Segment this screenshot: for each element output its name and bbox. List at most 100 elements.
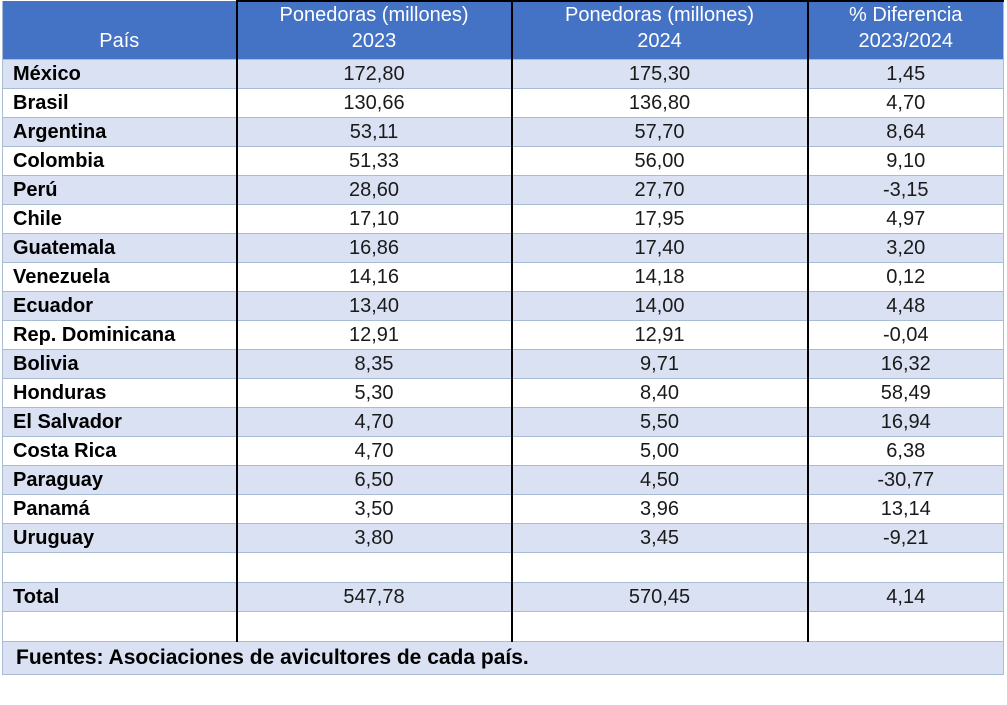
country-cell: Brasil — [2, 88, 237, 118]
empty-cell — [235, 552, 512, 583]
value-2024-cell: 17,95 — [510, 204, 808, 234]
country-cell: Perú — [2, 175, 237, 205]
table-row: Panamá 3,50 3,96 13,14 — [2, 494, 1004, 524]
table-row: Costa Rica 4,70 5,00 6,38 — [2, 436, 1004, 466]
table-header: País Ponedoras (millones) 2023 Ponedoras… — [2, 0, 1004, 60]
value-2023-cell: 172,80 — [235, 59, 512, 89]
value-2024-cell: 5,00 — [510, 436, 808, 466]
value-2024-cell: 14,00 — [510, 291, 808, 321]
value-2023-cell: 3,80 — [235, 523, 512, 553]
empty-cell — [806, 611, 1004, 642]
empty-cell — [510, 611, 808, 642]
value-2024-cell: 27,70 — [510, 175, 808, 205]
header-pais: País — [2, 1, 237, 60]
diff-cell: -0,04 — [806, 320, 1004, 350]
diff-cell: 16,94 — [806, 407, 1004, 437]
header-diff-line1: % Diferencia — [849, 4, 963, 26]
total-2024-cell: 570,45 — [510, 582, 808, 612]
country-cell: Uruguay — [2, 523, 237, 553]
value-2024-cell: 4,50 — [510, 465, 808, 495]
value-2023-cell: 3,50 — [235, 494, 512, 524]
table-row: Colombia 51,33 56,00 9,10 — [2, 146, 1004, 176]
country-cell: Costa Rica — [2, 436, 237, 466]
value-2023-cell: 4,70 — [235, 407, 512, 437]
value-2024-cell: 56,00 — [510, 146, 808, 176]
diff-cell: 3,20 — [806, 233, 1004, 263]
country-cell: Paraguay — [2, 465, 237, 495]
diff-cell: 9,10 — [806, 146, 1004, 176]
total-2023-cell: 547,78 — [235, 582, 512, 612]
country-cell: Panamá — [2, 494, 237, 524]
value-2023-cell: 4,70 — [235, 436, 512, 466]
diff-cell: 4,48 — [806, 291, 1004, 321]
value-2023-cell: 28,60 — [235, 175, 512, 205]
value-2024-cell: 3,45 — [510, 523, 808, 553]
diff-cell: 0,12 — [806, 262, 1004, 292]
value-2023-cell: 5,30 — [235, 378, 512, 408]
value-2024-cell: 3,96 — [510, 494, 808, 524]
empty-cell — [2, 552, 237, 583]
diff-cell: 8,64 — [806, 117, 1004, 147]
header-ponedoras-2024: Ponedoras (millones) 2024 — [510, 0, 808, 60]
table-row: Uruguay 3,80 3,45 -9,21 — [2, 523, 1004, 553]
empty-cell — [235, 611, 512, 642]
table-row: Guatemala 16,86 17,40 3,20 — [2, 233, 1004, 263]
value-2023-cell: 8,35 — [235, 349, 512, 379]
diff-cell: 1,45 — [806, 59, 1004, 89]
country-cell: Colombia — [2, 146, 237, 176]
table-row: Rep. Dominicana 12,91 12,91 -0,04 — [2, 320, 1004, 350]
country-cell: México — [2, 59, 237, 89]
table-row: Ecuador 13,40 14,00 4,48 — [2, 291, 1004, 321]
diff-cell: 13,14 — [806, 494, 1004, 524]
empty-cell — [510, 552, 808, 583]
layers-per-country-table: País Ponedoras (millones) 2023 Ponedoras… — [2, 0, 1004, 675]
table-row: Perú 28,60 27,70 -3,15 — [2, 175, 1004, 205]
diff-cell: 4,97 — [806, 204, 1004, 234]
diff-cell: 6,38 — [806, 436, 1004, 466]
country-cell: Bolivia — [2, 349, 237, 379]
header-2024-line1: Ponedoras (millones) — [565, 4, 754, 26]
country-cell: Honduras — [2, 378, 237, 408]
value-2023-cell: 12,91 — [235, 320, 512, 350]
country-cell: El Salvador — [2, 407, 237, 437]
empty-cell — [806, 552, 1004, 583]
header-2023-line1: Ponedoras (millones) — [279, 4, 469, 26]
table-row: Argentina 53,11 57,70 8,64 — [2, 117, 1004, 147]
value-2024-cell: 136,80 — [510, 88, 808, 118]
country-cell: Argentina — [2, 117, 237, 147]
header-row: País Ponedoras (millones) 2023 Ponedoras… — [2, 0, 1004, 60]
value-2024-cell: 8,40 — [510, 378, 808, 408]
diff-cell: 16,32 — [806, 349, 1004, 379]
table-row: Honduras 5,30 8,40 58,49 — [2, 378, 1004, 408]
value-2023-cell: 53,11 — [235, 117, 512, 147]
source-note: Fuentes: Asociaciones de avicultores de … — [2, 641, 1004, 675]
empty-row — [2, 611, 1004, 642]
table-body: México 172,80 175,30 1,45 Brasil 130,66 … — [2, 59, 1004, 553]
table-row: El Salvador 4,70 5,50 16,94 — [2, 407, 1004, 437]
value-2023-cell: 14,16 — [235, 262, 512, 292]
value-2023-cell: 130,66 — [235, 88, 512, 118]
country-cell: Chile — [2, 204, 237, 234]
value-2023-cell: 13,40 — [235, 291, 512, 321]
value-2024-cell: 12,91 — [510, 320, 808, 350]
total-label: Total — [2, 582, 237, 612]
country-cell: Ecuador — [2, 291, 237, 321]
value-2024-cell: 17,40 — [510, 233, 808, 263]
country-cell: Rep. Dominicana — [2, 320, 237, 350]
table-footer-section: Total 547,78 570,45 4,14 Fuentes: Asocia… — [2, 552, 1004, 675]
value-2023-cell: 16,86 — [235, 233, 512, 263]
header-ponedoras-2023: Ponedoras (millones) 2023 — [235, 0, 512, 60]
diff-cell: -9,21 — [806, 523, 1004, 553]
table-row: Venezuela 14,16 14,18 0,12 — [2, 262, 1004, 292]
country-cell: Guatemala — [2, 233, 237, 263]
diff-cell: -30,77 — [806, 465, 1004, 495]
table-row: Brasil 130,66 136,80 4,70 — [2, 88, 1004, 118]
layers-table-wrap: País Ponedoras (millones) 2023 Ponedoras… — [2, 0, 1004, 675]
source-row: Fuentes: Asociaciones de avicultores de … — [2, 641, 1004, 675]
table-row: Bolivia 8,35 9,71 16,32 — [2, 349, 1004, 379]
value-2024-cell: 175,30 — [510, 59, 808, 89]
country-cell: Venezuela — [2, 262, 237, 292]
table-row: Chile 17,10 17,95 4,97 — [2, 204, 1004, 234]
total-row: Total 547,78 570,45 4,14 — [2, 582, 1004, 612]
table-row: Paraguay 6,50 4,50 -30,77 — [2, 465, 1004, 495]
